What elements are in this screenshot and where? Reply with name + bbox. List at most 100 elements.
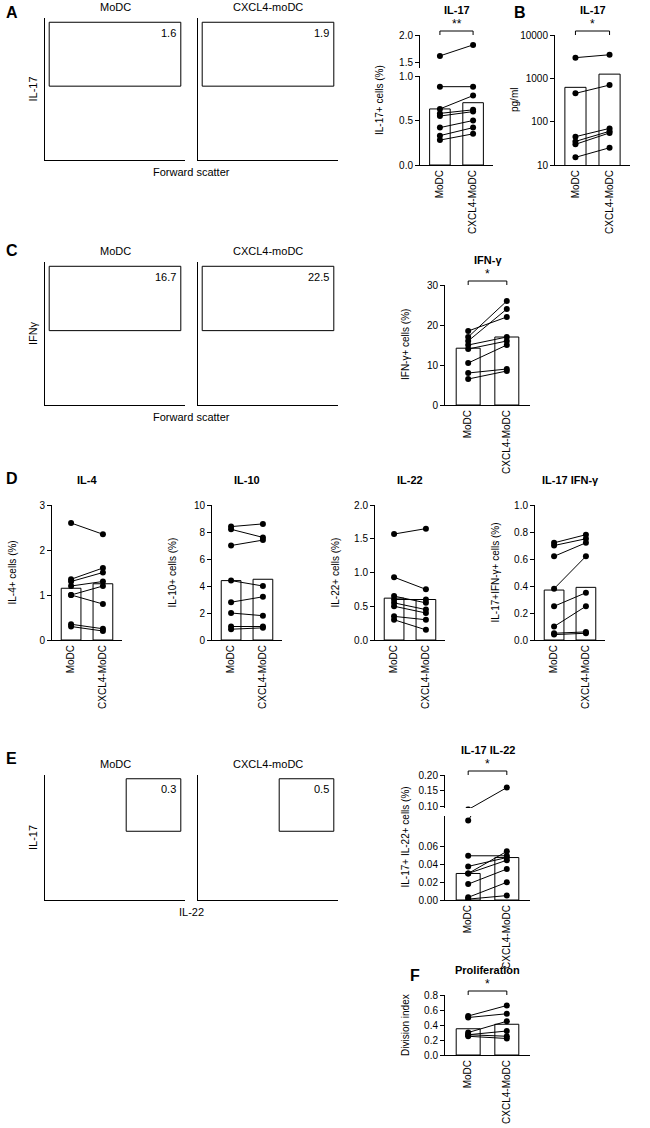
svg-text:0.6: 0.6 bbox=[514, 554, 528, 565]
svg-text:MoDC: MoDC bbox=[388, 645, 399, 673]
svg-text:0.0: 0.0 bbox=[399, 160, 413, 171]
svg-text:1.6: 1.6 bbox=[161, 27, 176, 39]
svg-text:1.0: 1.0 bbox=[514, 500, 528, 511]
svg-text:16.7: 16.7 bbox=[155, 271, 176, 283]
svg-text:CXCL4-moDC: CXCL4-moDC bbox=[233, 758, 303, 770]
svg-text:0.04: 0.04 bbox=[419, 859, 439, 870]
svg-text:IL-4: IL-4 bbox=[77, 474, 97, 486]
svg-text:0.2: 0.2 bbox=[424, 1035, 438, 1046]
svg-text:IL-10+ cells (%): IL-10+ cells (%) bbox=[167, 538, 178, 608]
svg-text:0.8: 0.8 bbox=[424, 990, 438, 1001]
svg-text:CXCL4-MoDC: CXCL4-MoDC bbox=[604, 170, 615, 234]
svg-text:CXCL4-MoDC: CXCL4-MoDC bbox=[420, 645, 431, 709]
svg-text:2: 2 bbox=[39, 545, 45, 556]
svg-text:CXCL4-MoDC: CXCL4-MoDC bbox=[501, 905, 512, 969]
svg-text:10000: 10000 bbox=[520, 30, 548, 41]
svg-text:CXCL4-MoDC: CXCL4-MoDC bbox=[501, 1060, 512, 1124]
svg-text:22.5: 22.5 bbox=[308, 271, 329, 283]
svg-text:MoDC: MoDC bbox=[570, 170, 581, 198]
svg-text:0.3: 0.3 bbox=[161, 783, 176, 795]
svg-text:1.5: 1.5 bbox=[399, 57, 413, 68]
svg-text:*: * bbox=[485, 977, 490, 991]
svg-text:IL-10: IL-10 bbox=[234, 474, 260, 486]
svg-text:0.15: 0.15 bbox=[419, 785, 439, 796]
svg-text:0: 0 bbox=[199, 635, 205, 646]
svg-text:0.06: 0.06 bbox=[419, 841, 439, 852]
svg-text:MoDC: MoDC bbox=[225, 645, 236, 673]
svg-text:0.0: 0.0 bbox=[354, 635, 368, 646]
svg-text:*: * bbox=[590, 17, 595, 31]
svg-text:IL-17: IL-17 bbox=[580, 4, 606, 16]
svg-text:MoDC: MoDC bbox=[65, 645, 76, 673]
svg-text:3: 3 bbox=[39, 500, 45, 511]
svg-text:Forward scatter: Forward scatter bbox=[153, 411, 230, 423]
svg-text:IL-22: IL-22 bbox=[397, 474, 423, 486]
svg-text:0.0: 0.0 bbox=[514, 635, 528, 646]
svg-text:CXCL4-MoDC: CXCL4-MoDC bbox=[580, 645, 591, 709]
svg-text:1: 1 bbox=[39, 590, 45, 601]
svg-text:0.20: 0.20 bbox=[419, 770, 439, 781]
svg-text:2.0: 2.0 bbox=[399, 30, 413, 41]
svg-text:CXCL4-MoDC: CXCL4-MoDC bbox=[501, 410, 512, 474]
svg-text:IL-17 IL-22: IL-17 IL-22 bbox=[461, 744, 515, 756]
svg-text:0.5: 0.5 bbox=[354, 601, 368, 612]
svg-text:2: 2 bbox=[199, 608, 205, 619]
svg-text:MoDC: MoDC bbox=[100, 758, 131, 770]
svg-text:MoDC: MoDC bbox=[462, 410, 473, 438]
svg-text:IL-22+ cells (%): IL-22+ cells (%) bbox=[330, 538, 341, 608]
svg-text:10: 10 bbox=[194, 500, 206, 511]
svg-text:10: 10 bbox=[537, 160, 549, 171]
svg-text:E: E bbox=[6, 750, 17, 767]
svg-text:Division index: Division index bbox=[400, 994, 411, 1056]
svg-text:IL-17+ cells (%): IL-17+ cells (%) bbox=[374, 65, 385, 135]
svg-text:IL-17: IL-17 bbox=[444, 4, 470, 16]
svg-text:Forward scatter: Forward scatter bbox=[153, 166, 230, 178]
svg-text:20: 20 bbox=[427, 320, 439, 331]
svg-text:0.10: 0.10 bbox=[419, 801, 439, 812]
svg-text:1.9: 1.9 bbox=[314, 27, 329, 39]
svg-text:IL-17: IL-17 bbox=[27, 825, 39, 850]
svg-text:MoDC: MoDC bbox=[434, 170, 445, 198]
svg-text:MoDC: MoDC bbox=[462, 1060, 473, 1088]
svg-text:CXCL4-moDC: CXCL4-moDC bbox=[233, 245, 303, 257]
svg-text:IFN-γ: IFN-γ bbox=[474, 254, 502, 266]
svg-text:CXCL4-MoDC: CXCL4-MoDC bbox=[467, 170, 478, 234]
svg-text:0.02: 0.02 bbox=[419, 877, 439, 888]
svg-text:CXCL4-moDC: CXCL4-moDC bbox=[233, 1, 303, 13]
svg-text:0.4: 0.4 bbox=[424, 1020, 438, 1031]
svg-text:*: * bbox=[485, 757, 490, 771]
svg-text:*: * bbox=[485, 267, 490, 281]
svg-text:0: 0 bbox=[432, 400, 438, 411]
svg-text:IL-4+ cells (%): IL-4+ cells (%) bbox=[7, 540, 18, 604]
svg-text:B: B bbox=[514, 4, 526, 21]
svg-text:4: 4 bbox=[199, 581, 205, 592]
svg-text:0.6: 0.6 bbox=[424, 1005, 438, 1016]
svg-text:2.0: 2.0 bbox=[354, 500, 368, 511]
svg-text:30: 30 bbox=[427, 280, 439, 291]
svg-text:1.5: 1.5 bbox=[354, 533, 368, 544]
svg-text:Proliferation: Proliferation bbox=[455, 964, 520, 976]
svg-text:0.5: 0.5 bbox=[314, 783, 329, 795]
svg-text:**: ** bbox=[452, 17, 462, 31]
svg-text:0: 0 bbox=[39, 635, 45, 646]
svg-text:MoDC: MoDC bbox=[100, 245, 131, 257]
svg-text:F: F bbox=[410, 967, 420, 984]
svg-text:CXCL4-MoDC: CXCL4-MoDC bbox=[97, 645, 108, 709]
svg-text:IL-17: IL-17 bbox=[27, 76, 39, 101]
svg-text:10: 10 bbox=[427, 360, 439, 371]
svg-text:MoDC: MoDC bbox=[100, 1, 131, 13]
svg-text:C: C bbox=[6, 242, 18, 259]
svg-text:pg/ml: pg/ml bbox=[509, 88, 520, 112]
svg-text:MoDC: MoDC bbox=[462, 905, 473, 933]
svg-text:CXCL4-MoDC: CXCL4-MoDC bbox=[257, 645, 268, 709]
svg-text:A: A bbox=[6, 4, 18, 21]
svg-text:IFN-γ+ cells (%): IFN-γ+ cells (%) bbox=[400, 309, 411, 380]
svg-text:1.0: 1.0 bbox=[399, 71, 413, 82]
svg-text:0.5: 0.5 bbox=[399, 115, 413, 126]
svg-text:IFNγ: IFNγ bbox=[27, 321, 39, 345]
svg-text:IL-17+ IL-22+ cells (%): IL-17+ IL-22+ cells (%) bbox=[400, 786, 411, 887]
svg-text:0.2: 0.2 bbox=[514, 608, 528, 619]
svg-text:8: 8 bbox=[199, 527, 205, 538]
svg-text:1000: 1000 bbox=[526, 73, 549, 84]
svg-text:1.0: 1.0 bbox=[354, 567, 368, 578]
